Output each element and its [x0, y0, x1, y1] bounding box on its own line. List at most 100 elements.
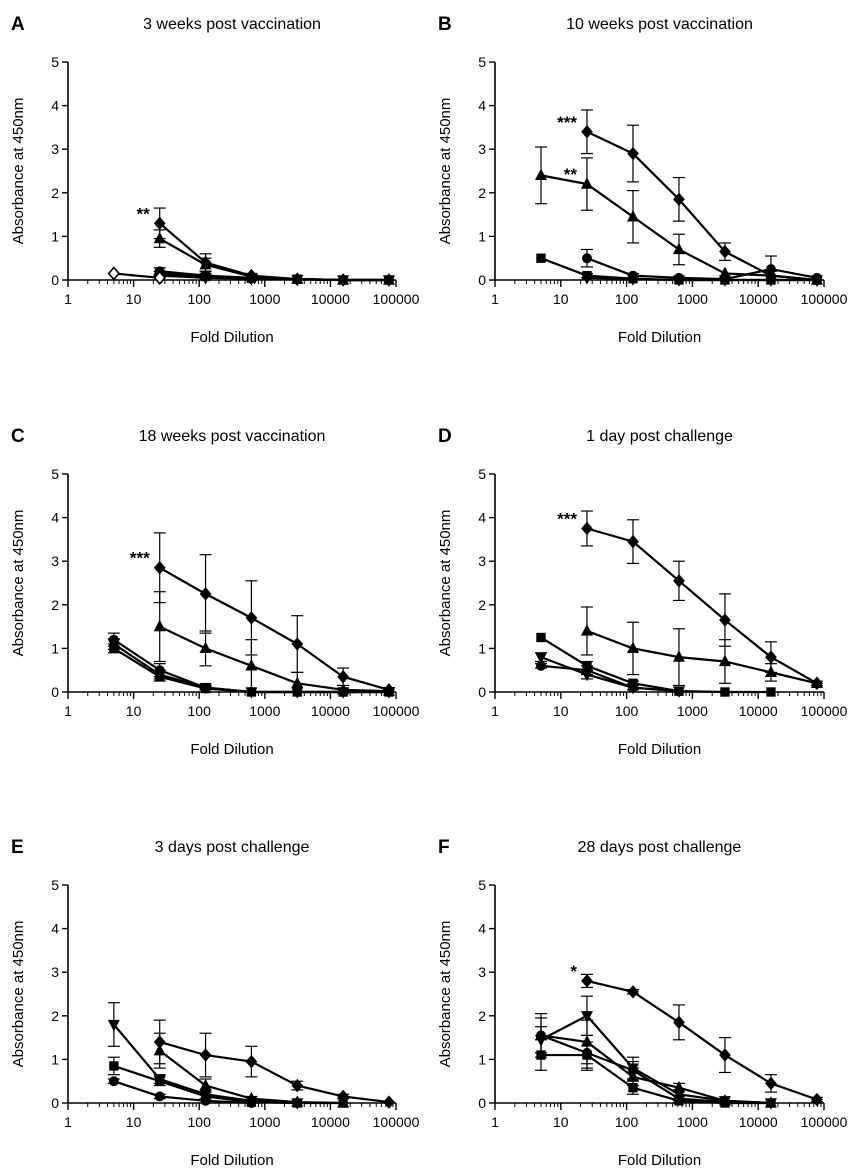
significance-annotation: *** [557, 113, 577, 132]
x-tick-label: 100 [188, 291, 212, 307]
significance-annotation: ** [564, 165, 578, 184]
data-point [153, 231, 166, 244]
series-line [586, 276, 817, 282]
data-point [291, 687, 304, 699]
x-tick-label: 100 [615, 291, 639, 307]
chart-title: 10 weeks post vaccination [566, 16, 753, 33]
panel-letter: F [438, 837, 450, 858]
x-tick-label: 10000 [739, 1114, 778, 1130]
x-tick-label: 10000 [311, 1114, 350, 1130]
y-tick-label: 0 [478, 1095, 486, 1111]
series-square [107, 1056, 348, 1108]
y-tick-label: 3 [51, 141, 59, 157]
series-line [159, 1040, 390, 1104]
significance-annotation: * [570, 962, 577, 981]
series-line [540, 1053, 771, 1105]
data-point [536, 660, 546, 671]
x-axis-label: Fold Dilution [618, 1152, 701, 1169]
y-tick-label: 2 [51, 185, 59, 201]
data-point [153, 669, 166, 682]
x-tick-label: 1 [491, 1114, 499, 1130]
data-point [580, 177, 594, 189]
y-tick-label: 1 [478, 1051, 486, 1067]
data-point [199, 682, 212, 695]
x-tick-label: 10000 [311, 291, 350, 307]
data-point [810, 275, 823, 287]
y-tick-label: 3 [478, 964, 486, 980]
y-tick-label: 5 [478, 54, 486, 70]
y-axis-label: Absorbance at 450nm [437, 510, 454, 657]
data-point [672, 1080, 685, 1093]
panel-letter: D [438, 426, 452, 447]
data-point [200, 1095, 211, 1106]
data-point [627, 985, 639, 999]
data-point [626, 274, 640, 286]
series-diamond-open [107, 266, 166, 286]
data-point [626, 209, 640, 222]
data-point [764, 665, 777, 678]
y-tick-label: 2 [51, 1008, 59, 1024]
data-point [674, 686, 684, 697]
series-diamond [580, 973, 823, 1107]
series-line [540, 1014, 772, 1105]
y-tick-label: 0 [51, 272, 59, 288]
data-point [718, 275, 731, 287]
data-point [765, 1076, 777, 1091]
data-point [153, 1043, 166, 1056]
series-diamond [580, 109, 823, 287]
y-tick-label: 0 [478, 684, 486, 700]
series-diamond [153, 532, 395, 697]
data-point [673, 574, 685, 588]
y-axis-label: Absorbance at 450nm [10, 510, 27, 657]
data-point [291, 637, 304, 651]
y-tick-label: 2 [478, 185, 486, 201]
y-tick-label: 2 [51, 597, 59, 613]
series-line [586, 527, 818, 685]
data-point [674, 1096, 684, 1106]
x-tick-label: 10 [553, 1114, 569, 1130]
data-point [534, 168, 548, 181]
significance-annotation: ** [136, 204, 150, 223]
series-triangle-up [580, 606, 823, 688]
data-point [107, 639, 120, 651]
data-point [766, 264, 776, 275]
panel-letter: B [438, 14, 452, 35]
series-line [113, 272, 160, 279]
data-point [764, 275, 777, 287]
data-point [628, 682, 638, 693]
data-point [155, 1076, 165, 1086]
data-point [153, 619, 166, 632]
data-point [580, 624, 594, 636]
chart-title: 3 weeks post vaccination [143, 16, 321, 33]
series-line [586, 130, 818, 282]
data-point [672, 650, 685, 662]
chart-title: 3 days post challenge [155, 839, 310, 856]
x-tick-label: 10000 [311, 703, 350, 719]
series-line [586, 979, 818, 1101]
panel-letter: A [11, 14, 25, 35]
panel-letter: C [11, 426, 25, 447]
data-point [766, 1098, 776, 1108]
y-tick-label: 0 [478, 272, 486, 288]
x-tick-label: 100000 [801, 703, 848, 719]
y-axis-label: Absorbance at 450nm [10, 98, 27, 245]
series-circle [534, 660, 684, 697]
y-axis-label: Absorbance at 450nm [437, 98, 454, 245]
data-point [153, 270, 166, 286]
series-triangle-down [107, 638, 395, 699]
data-point [580, 273, 594, 285]
x-tick-label: 10000 [739, 703, 778, 719]
y-tick-label: 0 [51, 684, 59, 700]
data-point [153, 560, 166, 575]
data-point [719, 1048, 731, 1062]
data-point [337, 275, 350, 287]
y-tick-label: 2 [478, 597, 486, 613]
data-point [581, 974, 593, 988]
data-point [582, 665, 592, 676]
data-point [536, 632, 546, 643]
data-point [199, 1078, 212, 1091]
data-point [154, 1091, 165, 1102]
